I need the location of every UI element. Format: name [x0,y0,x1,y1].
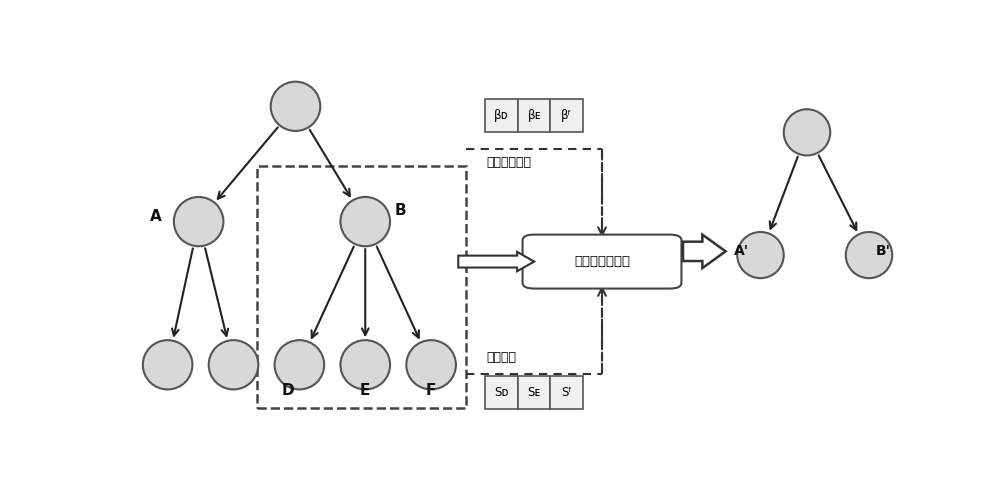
Polygon shape [458,252,534,271]
Ellipse shape [143,340,192,389]
FancyBboxPatch shape [550,99,583,132]
Text: 重构向量的生成: 重构向量的生成 [574,255,630,268]
Text: B: B [394,203,406,218]
Ellipse shape [174,197,223,246]
Polygon shape [683,235,726,268]
Text: E: E [360,384,370,398]
Text: Sᴇ: Sᴇ [528,386,541,399]
Text: A: A [150,209,162,224]
Ellipse shape [846,232,892,278]
Ellipse shape [784,109,830,156]
Ellipse shape [275,340,324,389]
Ellipse shape [737,232,784,278]
Text: βᶠ: βᶠ [561,109,572,122]
FancyBboxPatch shape [523,235,681,288]
Text: D: D [281,384,294,398]
FancyBboxPatch shape [485,99,518,132]
Text: βᴇ: βᴇ [527,109,541,122]
FancyBboxPatch shape [518,99,550,132]
Text: B': B' [875,244,890,258]
Text: 局部重构权重: 局部重构权重 [486,156,531,169]
Text: βᴅ: βᴅ [494,109,509,122]
Text: A': A' [734,244,749,258]
FancyBboxPatch shape [518,376,550,410]
Ellipse shape [271,82,320,131]
Text: 全局权重: 全局权重 [486,351,516,364]
Ellipse shape [209,340,258,389]
Ellipse shape [406,340,456,389]
Ellipse shape [340,197,390,246]
Text: F: F [426,384,436,398]
Ellipse shape [340,340,390,389]
FancyBboxPatch shape [550,376,583,410]
Text: Sᶠ: Sᶠ [561,386,572,399]
Text: Sᴅ: Sᴅ [494,386,509,399]
FancyBboxPatch shape [485,376,518,410]
